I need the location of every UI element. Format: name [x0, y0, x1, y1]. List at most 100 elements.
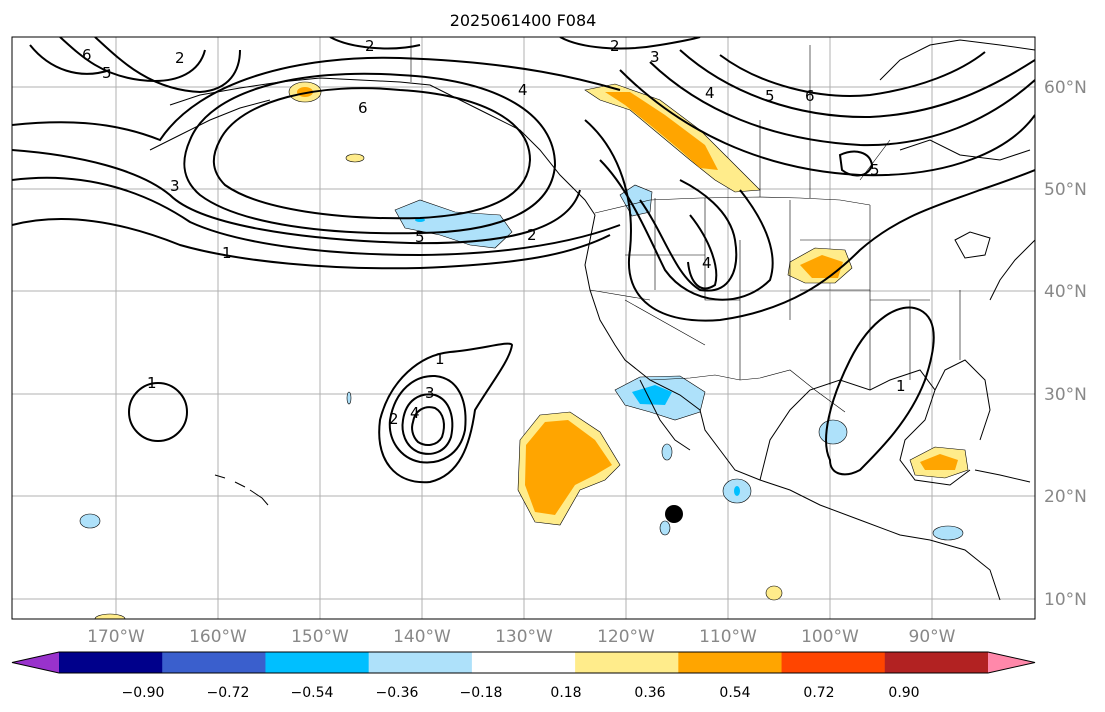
coastlines — [149, 39, 1035, 601]
colorbar-extend-max — [988, 652, 1035, 673]
lat-label: 20°N — [1044, 487, 1087, 507]
colorbar — [11, 651, 1036, 674]
contour-lines — [12, 37, 1035, 484]
colorbar-segment — [471, 652, 576, 673]
contour-label: 4 — [518, 81, 528, 99]
coast-hudson — [899, 139, 1031, 161]
contour-canada-4 — [649, 61, 1035, 147]
contour-label: 4 — [705, 84, 715, 102]
lat-label: 40°N — [1044, 282, 1087, 302]
map-title: 2025061400 F084 — [450, 11, 597, 30]
lon-label: 150°W — [291, 627, 349, 647]
lat-label: 60°N — [1044, 78, 1087, 98]
shade-pacific-small-positive — [345, 153, 365, 163]
contour-label: 5 — [102, 64, 112, 82]
contour-nw-3 — [29, 44, 111, 75]
colorbar-tick-label: −0.90 — [122, 685, 165, 701]
colorbar-tick-label: 0.54 — [719, 685, 750, 701]
colorbar-tick-label: 0.90 — [888, 685, 919, 701]
contour-label: 5 — [415, 228, 425, 246]
coast-baja — [639, 379, 691, 451]
colorbar-tick-label: −0.18 — [460, 685, 503, 701]
lon-label: 160°W — [189, 627, 247, 647]
colorbar-segment — [575, 652, 679, 673]
contour-pacific-4 — [411, 406, 445, 446]
contour-1-wide — [12, 217, 611, 270]
anomaly-shading — [79, 81, 969, 619]
state-lines — [589, 198, 961, 390]
colorbar-segment — [162, 652, 266, 673]
coast-alaska — [169, 77, 596, 216]
contour-canada-5 — [679, 49, 1035, 119]
shade-pacific-negative — [394, 199, 513, 249]
contour-label: 4 — [410, 404, 420, 422]
contour-canada-ring — [838, 150, 874, 177]
shade-corner-positive — [94, 613, 126, 619]
map-border — [11, 36, 1036, 620]
contour-east-1 — [825, 306, 935, 476]
contour-hawaii-1 — [128, 382, 188, 442]
contour-top-2a — [329, 37, 421, 50]
contour-label: 6 — [358, 99, 368, 117]
coast-gulf-mexico — [759, 369, 971, 486]
contour-top-2b — [559, 37, 701, 50]
contour-trough-1 — [584, 119, 1035, 322]
contour-label: 6 — [82, 46, 92, 64]
contour-5-gulf-alaska — [183, 72, 557, 235]
contour-label: 4 — [702, 254, 712, 272]
contour-3-wide — [12, 149, 581, 245]
shade-hawaii-negative — [79, 513, 101, 529]
contour-nw-1 — [59, 37, 206, 82]
coast-aleutians — [149, 99, 271, 151]
coast-great-lakes — [954, 231, 991, 259]
contour-label: 1 — [896, 377, 906, 395]
coast-cuba — [974, 469, 1031, 483]
contour-label: 2 — [175, 49, 185, 67]
colorbar-outline — [11, 651, 1036, 674]
shade-plains-positive-core — [800, 255, 843, 278]
shade-baja-negative-core — [632, 385, 672, 405]
contour-label: 1 — [222, 244, 232, 262]
contour-label: 5 — [765, 87, 775, 105]
lon-label: 140°W — [393, 627, 451, 647]
border-us-mexico — [649, 369, 846, 413]
contour-label: 2 — [527, 226, 537, 244]
contour-6-gulf-alaska — [212, 87, 532, 220]
colorbar-extend-min — [12, 652, 59, 673]
contour-4-wide — [12, 56, 621, 142]
shade-south-positive — [765, 585, 783, 601]
contour-label: 2 — [365, 37, 375, 55]
colorbar-segment — [265, 652, 370, 673]
colorbar-tick-label: −0.36 — [376, 685, 419, 701]
contour-2-wide — [12, 176, 621, 257]
contour-trough-4 — [687, 214, 718, 290]
colorbar-segment — [368, 652, 473, 673]
contour-trough-2 — [599, 159, 774, 301]
coast-east — [989, 239, 1035, 301]
political-boundaries — [410, 37, 961, 413]
contour-label: 2 — [389, 410, 399, 428]
shade-central-america-negative — [932, 525, 964, 541]
contour-label: 1 — [147, 374, 157, 392]
shade-pacific-positive-core — [525, 420, 612, 515]
lon-label: 130°W — [495, 627, 553, 647]
contour-label: 6 — [805, 87, 815, 105]
shade-texas-negative — [818, 419, 848, 445]
contour-label: 1 — [435, 350, 445, 368]
lat-label: 50°N — [1044, 180, 1087, 200]
shade-gulf-positive-core — [920, 454, 958, 470]
coast-west-us — [584, 214, 1001, 601]
hawaii-islands — [214, 474, 269, 506]
coast-florida — [934, 359, 991, 441]
shade-small-negative-1 — [661, 443, 673, 461]
colorbar-tick-label: −0.54 — [291, 685, 334, 701]
shade-small-negative-2 — [659, 520, 671, 536]
lon-label: 110°W — [699, 627, 757, 647]
contour-label: 2 — [610, 37, 620, 55]
lon-label: 170°W — [87, 627, 145, 647]
contour-pacific-1 — [378, 342, 514, 484]
lat-label: 30°N — [1044, 385, 1087, 405]
lon-label: 120°W — [597, 627, 655, 647]
lat-label: 10°N — [1044, 590, 1087, 610]
